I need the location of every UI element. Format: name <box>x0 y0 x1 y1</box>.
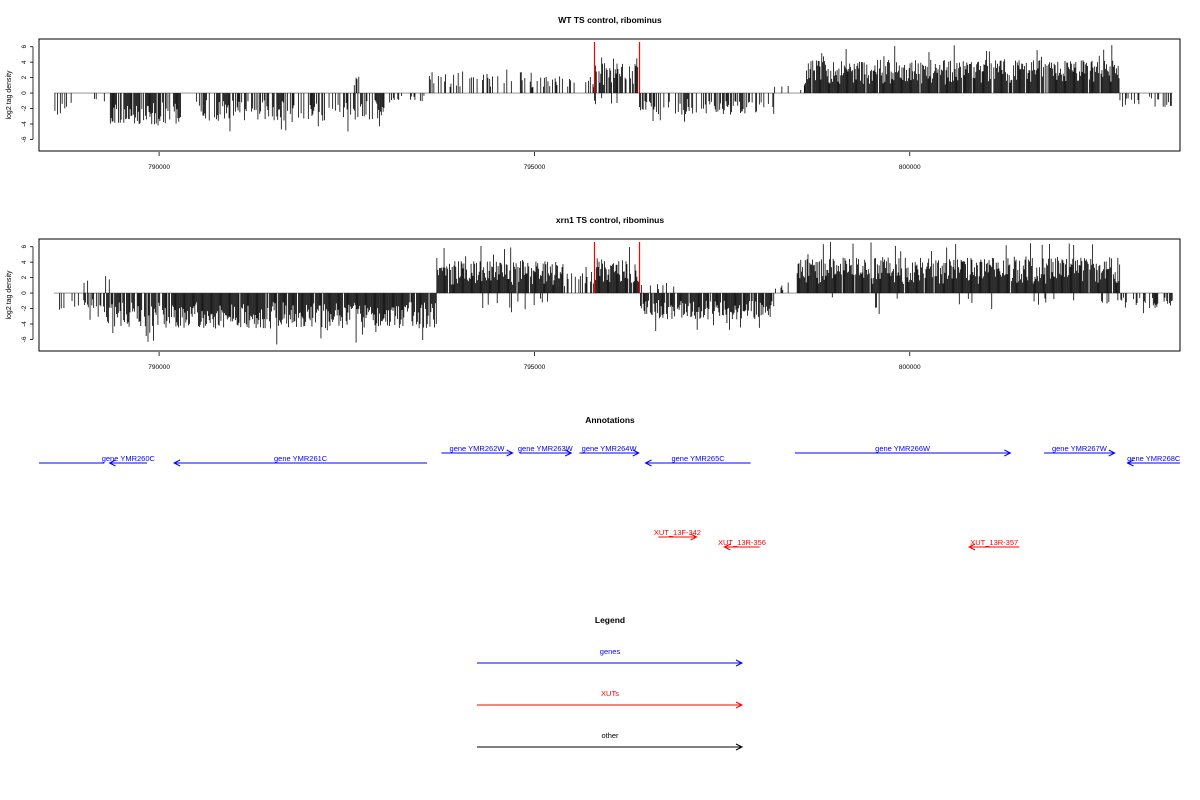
arrow-right-icon <box>690 533 698 541</box>
y-tick-label: -2 <box>21 105 28 111</box>
legend-label: other <box>601 731 619 740</box>
feature-label: XUT_13R-357 <box>970 538 1018 547</box>
legend-title: Legend <box>595 615 625 625</box>
x-tick-label: 795000 <box>524 364 546 371</box>
annotations-title: Annotations <box>585 415 635 425</box>
feature-label: gene YMR263W <box>518 444 574 453</box>
y-tick-label: -6 <box>21 136 28 142</box>
x-tick-label: 790000 <box>148 364 170 371</box>
y-tick-label: 6 <box>21 245 28 249</box>
y-tick-label: 0 <box>21 291 28 295</box>
panel-title-xrn1: xrn1 TS control, ribominus <box>556 215 664 225</box>
arrow-right-icon <box>735 701 744 709</box>
feature-label: XUT_13R-356 <box>718 538 766 547</box>
feature-label: gene YMR262W <box>450 444 506 453</box>
y-tick-label: 4 <box>21 60 28 64</box>
legend-label: XUTs <box>601 689 619 698</box>
y-tick-label: 2 <box>21 75 28 79</box>
x-axis-wt: 790000 795000 800000 <box>148 152 921 171</box>
arrow-right-icon <box>1004 449 1012 457</box>
panel-title-wt: WT TS control, ribominus <box>558 15 662 25</box>
legend-label: genes <box>600 647 621 656</box>
y-tick-label: -2 <box>21 305 28 311</box>
track-panel-wt: WT TS control, ribominus log2 tag densit… <box>6 15 1181 171</box>
feature-label: gene YMR266W <box>875 444 931 453</box>
signal-bars-wt <box>54 42 1173 132</box>
gene-features: gene YMR260C gene YMR261C gene YMR262W gene… <box>39 444 1181 467</box>
legend-items: genes XUTs other <box>477 647 744 751</box>
feature-label: gene YMR268C <box>1127 454 1181 463</box>
y-tick-label: 0 <box>21 91 28 95</box>
x-axis-xrn1: 790000 795000 800000 <box>148 352 921 371</box>
x-tick-label: 800000 <box>899 364 921 371</box>
y-tick-label: 2 <box>21 275 28 279</box>
y-tick-label: -4 <box>21 321 28 327</box>
arrow-right-icon <box>1108 449 1116 457</box>
arrow-right-icon <box>632 449 640 457</box>
y-axis-label-xrn1: log2 tag density <box>6 270 13 320</box>
signal-bars-xrn1 <box>54 241 1173 345</box>
y-tick-label: 4 <box>21 260 28 264</box>
feature-label: gene YMR267W <box>1052 444 1108 453</box>
arrow-left-icon <box>173 459 181 467</box>
arrow-right-icon <box>506 449 514 457</box>
x-tick-label: 795000 <box>524 164 546 171</box>
y-tick-label: -6 <box>21 336 28 342</box>
feature-label: gene YMR264W <box>582 444 638 453</box>
xut-features: XUT_13F-342 XUT_13R-356 XUT_13R-357 <box>654 528 1020 551</box>
y-tick-label: 6 <box>21 45 28 49</box>
plot-frame-wt <box>38 38 1181 152</box>
arrow-left-icon <box>1126 459 1134 467</box>
x-tick-label: 790000 <box>148 164 170 171</box>
y-axis-wt: -6 -4 -2 0 2 4 6 <box>21 45 34 142</box>
arrow-right-icon <box>735 659 744 667</box>
arrow-left-icon <box>967 543 976 551</box>
feature-label: gene YMR261C <box>274 454 328 463</box>
y-axis-xrn1: -6 -4 -2 0 2 4 6 <box>21 245 34 342</box>
legend: Legend genes XUTs other <box>477 615 744 751</box>
feature-label: gene YMR260C <box>102 454 156 463</box>
x-tick-label: 800000 <box>899 164 921 171</box>
track-panel-xrn1: xrn1 TS control, ribominus log2 tag dens… <box>6 215 1181 371</box>
plot-frame-xrn1 <box>38 238 1181 352</box>
arrow-left-icon <box>108 459 116 467</box>
arrow-left-icon <box>723 543 731 551</box>
arrow-right-icon <box>564 449 573 457</box>
feature-label: gene YMR265C <box>671 454 725 463</box>
feature-label: XUT_13F-342 <box>654 528 701 537</box>
y-axis-label-wt: log2 tag density <box>6 70 13 120</box>
y-tick-label: -4 <box>21 121 28 127</box>
annotations-panel: Annotations gene YMR260C gene YMR261Cgene… <box>39 415 1181 551</box>
arrow-right-icon <box>735 743 744 751</box>
arrow-left-icon <box>644 459 652 467</box>
